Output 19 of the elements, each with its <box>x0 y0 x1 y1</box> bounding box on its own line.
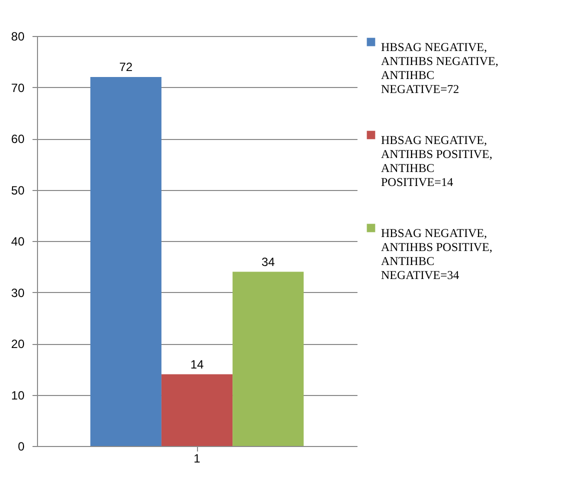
y-tick-label: 30 <box>11 286 25 300</box>
y-tick-label: 20 <box>11 337 25 351</box>
data-label: 34 <box>261 254 276 269</box>
data-label: 72 <box>119 60 133 74</box>
x-tick-label: 1 <box>194 452 201 466</box>
y-tick-label: 60 <box>11 132 25 146</box>
y-tick-label: 10 <box>11 388 25 402</box>
y-tick-label: 50 <box>11 183 25 198</box>
y-tick-label: 80 <box>11 30 25 44</box>
bar <box>232 272 304 446</box>
y-tick-label: 70 <box>11 80 25 95</box>
legend-label: HBSAG NEGATIVE,ANTIHBS POSITIVE,ANTIHBC POSITIVE=14 <box>381 133 492 189</box>
legend-label: HBSAG NEGATIVE, ANTIHBS POSITIVE, ANTIHBC NEGATIVE=34 <box>381 226 492 282</box>
bar <box>90 77 162 446</box>
data-label: 14 <box>190 357 204 372</box>
y-tick-label: 0 <box>18 440 25 454</box>
legend-label: HBSAG NEGATIVE,ANTIHBS NEGATIVE,ANTIHBC NEGATIVE=72 <box>381 40 498 96</box>
y-tick-label: 40 <box>11 234 25 248</box>
bar <box>161 374 233 446</box>
